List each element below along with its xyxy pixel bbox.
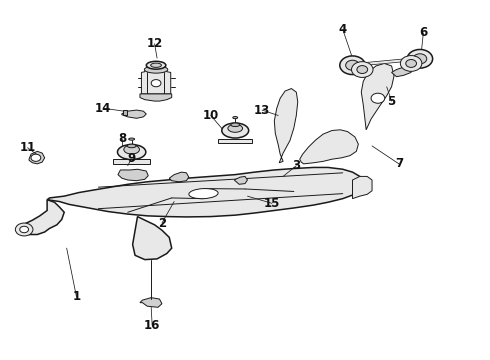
Polygon shape — [361, 63, 394, 130]
Text: 7: 7 — [395, 157, 403, 170]
Circle shape — [31, 154, 41, 161]
Circle shape — [400, 55, 422, 71]
Polygon shape — [218, 139, 252, 143]
Ellipse shape — [222, 123, 248, 138]
Ellipse shape — [129, 138, 135, 140]
Text: 3: 3 — [292, 159, 300, 172]
Polygon shape — [47, 167, 360, 217]
Ellipse shape — [118, 144, 146, 159]
Circle shape — [20, 226, 28, 233]
Text: 4: 4 — [339, 23, 347, 36]
Circle shape — [371, 93, 385, 103]
Polygon shape — [392, 65, 411, 77]
Text: 11: 11 — [20, 141, 36, 154]
Ellipse shape — [151, 63, 161, 67]
Circle shape — [407, 49, 433, 68]
Polygon shape — [169, 172, 189, 182]
Ellipse shape — [147, 61, 166, 69]
Ellipse shape — [233, 117, 238, 119]
Polygon shape — [234, 176, 247, 184]
Text: 15: 15 — [264, 197, 280, 210]
Ellipse shape — [145, 66, 168, 73]
Circle shape — [15, 223, 33, 236]
Polygon shape — [133, 217, 172, 260]
Text: 16: 16 — [144, 319, 160, 332]
Text: 12: 12 — [147, 37, 163, 50]
Text: 5: 5 — [388, 95, 396, 108]
Circle shape — [413, 54, 427, 64]
Text: 9: 9 — [127, 152, 136, 165]
Polygon shape — [29, 151, 45, 164]
Circle shape — [340, 56, 365, 75]
Text: 13: 13 — [254, 104, 270, 117]
Polygon shape — [352, 176, 372, 199]
Text: 14: 14 — [95, 102, 112, 115]
Circle shape — [357, 66, 368, 73]
Ellipse shape — [124, 145, 140, 154]
Ellipse shape — [127, 144, 136, 148]
Polygon shape — [123, 111, 127, 115]
Ellipse shape — [189, 189, 218, 199]
Polygon shape — [140, 94, 172, 101]
Circle shape — [151, 80, 161, 87]
Polygon shape — [18, 200, 64, 234]
Text: 10: 10 — [203, 109, 219, 122]
Circle shape — [406, 59, 416, 67]
Polygon shape — [142, 69, 171, 94]
Circle shape — [345, 60, 359, 70]
Polygon shape — [140, 298, 162, 307]
Ellipse shape — [231, 123, 240, 127]
Text: 8: 8 — [119, 132, 127, 145]
Polygon shape — [118, 169, 148, 181]
Polygon shape — [274, 89, 298, 163]
Text: 6: 6 — [419, 27, 427, 40]
Circle shape — [351, 62, 373, 77]
Text: 1: 1 — [73, 290, 80, 303]
Polygon shape — [300, 130, 358, 164]
Text: 2: 2 — [158, 216, 166, 230]
Ellipse shape — [228, 125, 243, 132]
Polygon shape — [122, 110, 147, 118]
Polygon shape — [113, 159, 150, 164]
